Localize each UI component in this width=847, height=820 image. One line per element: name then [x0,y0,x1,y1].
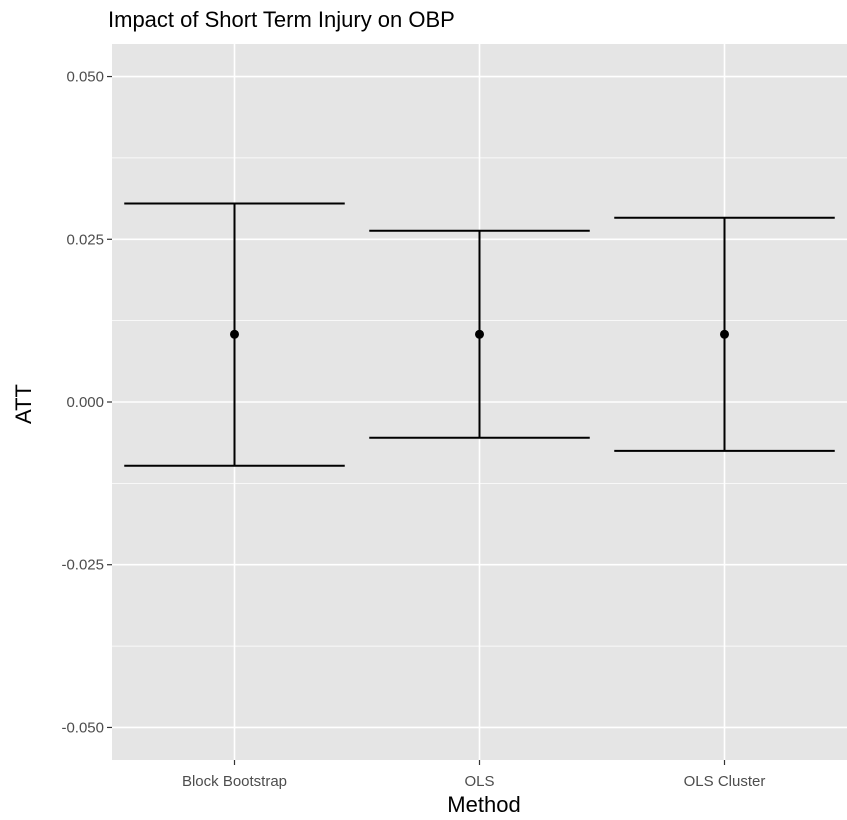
error-bars [124,202,835,467]
x-axis-title: Method [447,792,520,817]
x-axis-ticks: Block Bootstrap OLS OLS Cluster [182,760,765,790]
y-tick-label: 0.025 [66,231,104,248]
point-estimate [230,329,239,339]
y-tick-label: -0.050 [61,719,104,736]
y-tick-label: 0.000 [66,394,104,411]
y-tick-label: -0.025 [61,557,104,574]
chart-title: Impact of Short Term Injury on OBP [108,7,455,32]
x-tick-label: Block Bootstrap [182,773,287,790]
y-axis-ticks: -0.050 -0.025 0.000 0.025 0.050 [61,69,112,736]
point-estimate [475,329,484,339]
point-estimate [720,329,729,339]
y-axis-title: ATT [11,384,36,424]
x-tick-label: OLS Cluster [684,773,766,790]
x-tick-label: OLS [464,773,494,790]
y-tick-label: 0.050 [66,69,104,86]
